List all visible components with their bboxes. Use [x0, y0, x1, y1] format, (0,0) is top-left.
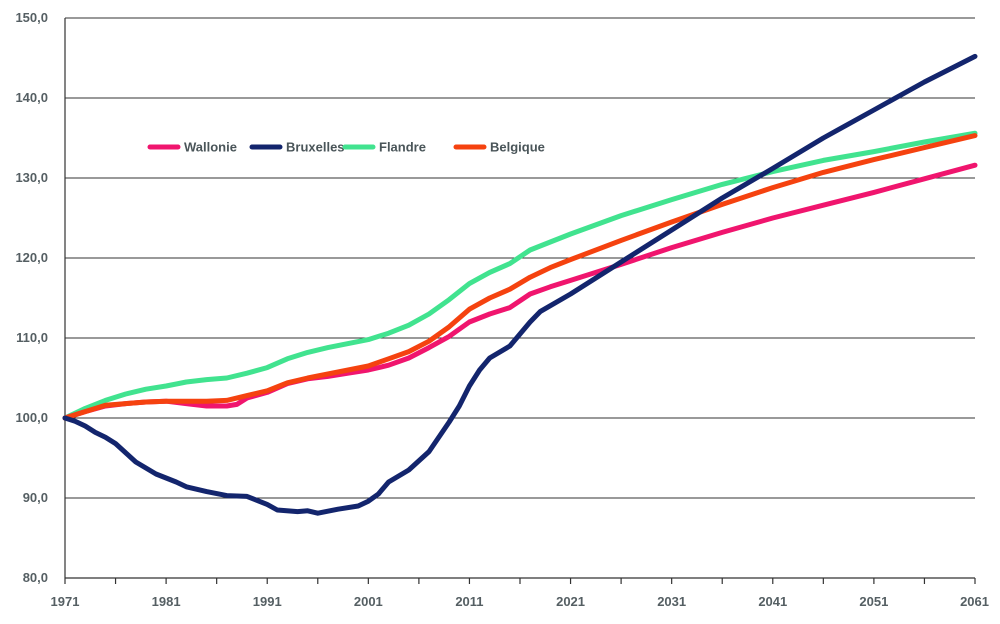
x-tick-label: 2061 — [960, 594, 989, 609]
series-line-flandre — [62, 130, 978, 421]
y-tick-label: 90,0 — [23, 490, 48, 505]
x-tick-label: 2031 — [657, 594, 686, 609]
x-tick-label: 1991 — [253, 594, 282, 609]
x-tick-label: 1971 — [51, 594, 80, 609]
legend-label: Flandre — [379, 140, 426, 155]
series-line-bruxelles — [62, 53, 978, 516]
x-tick-label: 1981 — [152, 594, 181, 609]
x-tick-label: 2011 — [455, 594, 483, 609]
y-tick-label: 150,0 — [15, 10, 48, 25]
x-tick-label: 2021 — [556, 594, 585, 609]
y-tick-label: 140,0 — [15, 90, 48, 105]
legend-label: Belgique — [490, 140, 545, 155]
x-tick-label: 2001 — [354, 594, 383, 609]
y-tick-label: 80,0 — [23, 570, 48, 585]
x-axis — [64, 18, 976, 584]
y-tick-label: 130,0 — [15, 170, 48, 185]
x-tick-label: 2051 — [859, 594, 888, 609]
x-axis-tick-labels: 1971 1981 1991 2001 2011 2021 2031 2041 2051 2061 — [51, 594, 989, 609]
y-tick-label: 110,0 — [16, 330, 48, 345]
legend-label: Wallonie — [184, 140, 237, 155]
legend-label: Bruxelles — [286, 140, 345, 155]
grid — [65, 17, 975, 499]
y-tick-label: 100,0 — [15, 410, 48, 425]
legend: Wallonie Bruxelles Flandre Belgique — [147, 140, 545, 155]
x-tick-label: 2041 — [758, 594, 787, 609]
series-lines — [62, 53, 978, 516]
y-tick-label: 120,0 — [15, 250, 48, 265]
y-axis-tick-labels: 80,0 90,0 100,0 110,0 120,0 130,0 140,0 150,0 — [15, 10, 48, 585]
